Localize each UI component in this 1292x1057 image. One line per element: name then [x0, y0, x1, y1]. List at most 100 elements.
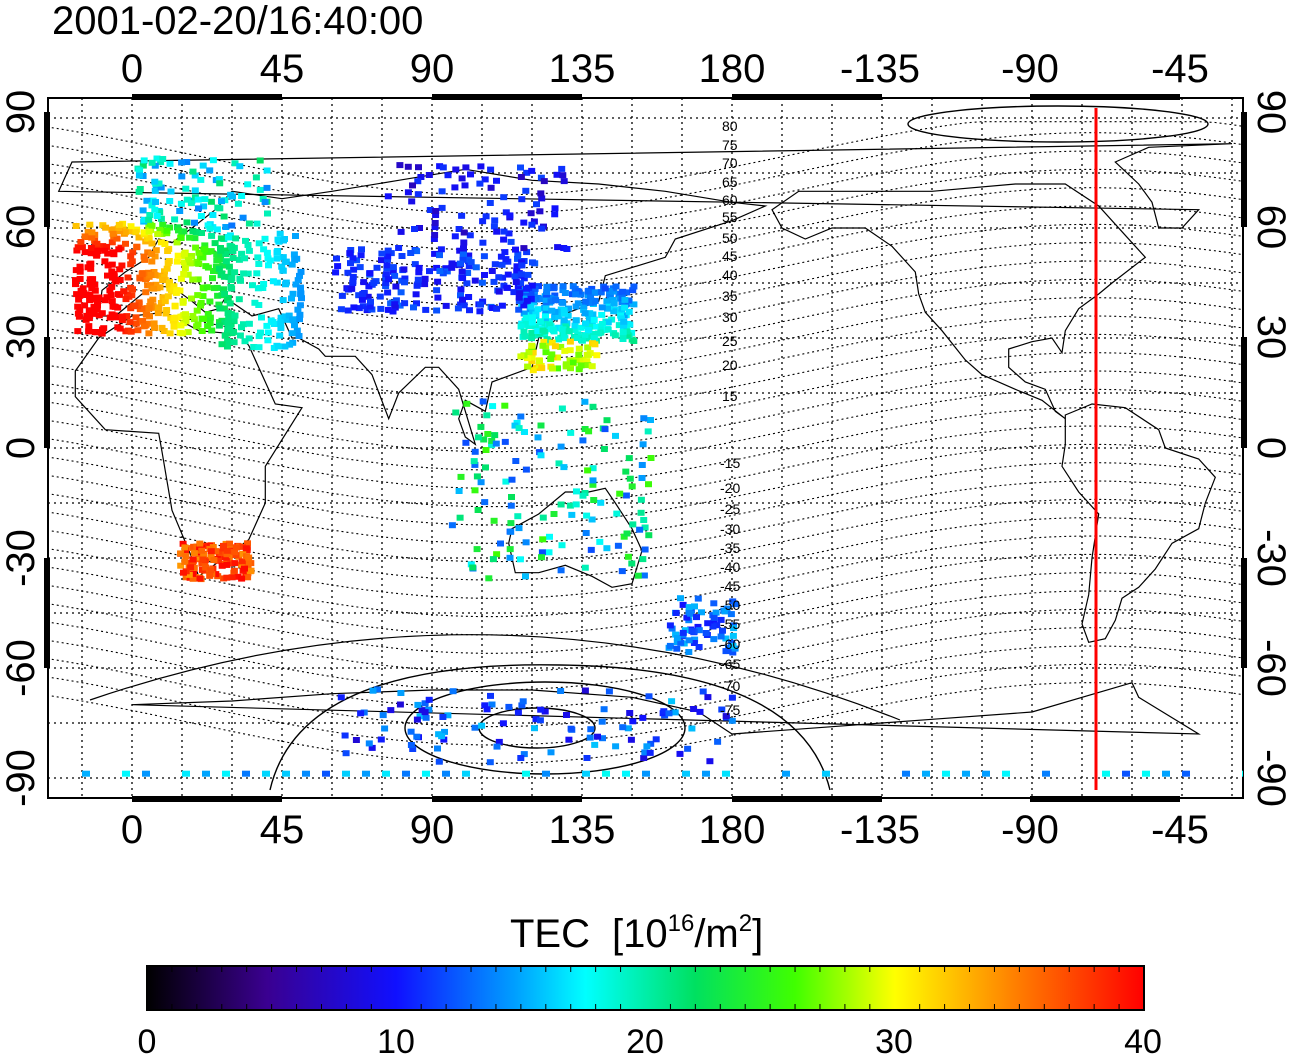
tec-cell — [557, 688, 565, 694]
tec-cell — [246, 568, 254, 575]
tec-cell — [460, 302, 468, 309]
tec-cell — [189, 228, 197, 235]
tec-cell — [201, 246, 209, 253]
tec-cell — [583, 512, 591, 519]
tec-cell — [534, 328, 542, 334]
bottom-lon-label: 90 — [410, 808, 455, 852]
tec-cell — [341, 732, 349, 739]
tec-cell — [587, 546, 595, 553]
tec-cell — [251, 299, 259, 306]
tec-cell — [273, 279, 281, 286]
tec-cell — [560, 464, 568, 471]
tec-cell — [482, 464, 489, 471]
tec-cell — [567, 429, 575, 436]
tec-cell — [508, 476, 516, 483]
tec-cell — [195, 205, 202, 212]
tec-cell — [457, 473, 465, 480]
frame-tick-band — [132, 796, 282, 802]
tec-cell — [668, 625, 676, 632]
tec-cell — [517, 755, 525, 761]
frame-tick-band — [132, 94, 282, 100]
tec-cell — [610, 288, 618, 295]
tec-cell — [522, 573, 529, 580]
tec-cell — [554, 365, 561, 372]
tec-cell — [478, 279, 486, 286]
tec-cell — [224, 319, 232, 326]
tec-cell — [194, 321, 202, 328]
tec-cell — [74, 328, 82, 335]
bottom-lon-label: -45 — [1151, 808, 1209, 852]
tec-cell — [685, 649, 693, 655]
tec-cell — [480, 436, 488, 443]
tec-cell — [141, 256, 149, 263]
tec-cell — [196, 575, 204, 582]
tec-cell — [615, 290, 623, 297]
tec-cell — [189, 168, 197, 175]
tec-cell — [280, 237, 287, 244]
top-lon-label: -45 — [1151, 47, 1209, 91]
tec-cell — [221, 290, 228, 297]
tec-cell — [455, 226, 463, 232]
contour-label: 20 — [722, 357, 738, 373]
tec-cell — [126, 319, 134, 326]
tec-cell — [539, 536, 547, 543]
tec-cell — [178, 159, 186, 166]
tec-cell — [230, 339, 238, 346]
tec-cell — [690, 706, 698, 712]
tec-cell — [232, 235, 240, 242]
tec-cell — [520, 302, 528, 309]
tec-cell — [239, 214, 247, 221]
tec-cell — [539, 514, 547, 521]
tec-cell — [166, 224, 174, 231]
tec-cell — [263, 184, 271, 191]
tec-cell — [228, 222, 236, 229]
tec-cell — [338, 292, 346, 299]
tec-cell — [822, 770, 830, 777]
tec-cell — [584, 288, 592, 295]
tec-cell — [442, 770, 450, 777]
tec-cell — [273, 255, 281, 262]
tec-cell — [463, 280, 471, 287]
tec-cell — [274, 343, 282, 350]
tec-cell — [364, 293, 372, 300]
tec-cell — [198, 547, 206, 554]
tec-cell — [467, 259, 475, 266]
tec-cell — [212, 548, 220, 555]
tec-cell — [528, 167, 536, 174]
tec-cell — [531, 285, 539, 292]
tec-cell — [182, 553, 190, 560]
tec-cell — [612, 743, 620, 750]
tec-cell — [189, 276, 197, 283]
tec-cell — [426, 207, 434, 213]
tec-cell — [729, 649, 737, 656]
tec-cell — [486, 200, 494, 206]
tec-cell — [279, 267, 287, 274]
tec-cell — [242, 237, 249, 244]
tec-cell — [396, 302, 404, 309]
tec-cell — [454, 305, 462, 312]
tec-cell — [293, 255, 301, 262]
tec-cell — [537, 190, 545, 197]
tec-cell — [118, 313, 126, 320]
tec-cell — [241, 255, 249, 262]
tec-cell — [451, 184, 459, 191]
tec-cell — [646, 749, 654, 756]
tec-cell — [260, 281, 268, 287]
tec-cell — [413, 282, 421, 289]
tec-cell — [534, 434, 542, 441]
tec-cell — [180, 251, 188, 258]
tec-cell — [510, 289, 518, 296]
tec-cell — [515, 294, 523, 301]
tec-cell — [620, 318, 628, 325]
tec-cell — [449, 688, 457, 695]
tec-cell — [538, 195, 546, 202]
frame-tick-band — [432, 796, 582, 802]
tec-cell — [0, 496, 4, 502]
tec-cell — [214, 292, 222, 299]
tec-cell — [113, 235, 121, 242]
tec-cell — [122, 240, 129, 247]
tec-cell — [240, 270, 248, 277]
tec-cell — [140, 157, 148, 164]
tec-cell — [145, 216, 153, 223]
tec-cell — [355, 305, 363, 312]
